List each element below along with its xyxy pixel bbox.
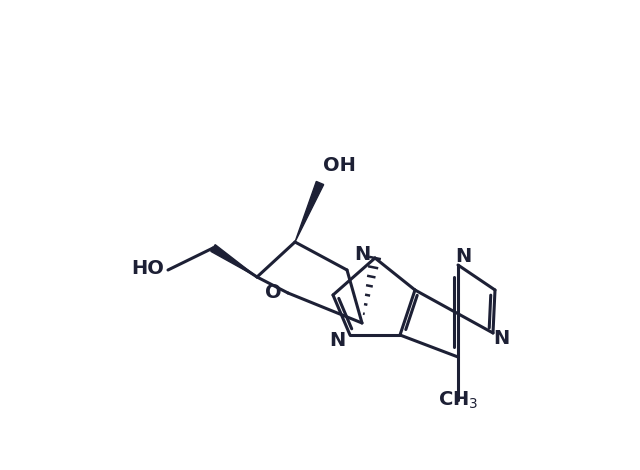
Text: N: N: [455, 248, 471, 266]
Text: OH: OH: [323, 156, 356, 175]
Text: O: O: [266, 283, 282, 303]
Text: HO: HO: [131, 258, 164, 277]
Text: N: N: [354, 245, 370, 265]
Text: N: N: [329, 330, 345, 350]
Polygon shape: [211, 245, 257, 277]
Text: N: N: [493, 329, 509, 347]
Text: CH$_3$: CH$_3$: [438, 389, 478, 411]
Polygon shape: [295, 181, 324, 242]
